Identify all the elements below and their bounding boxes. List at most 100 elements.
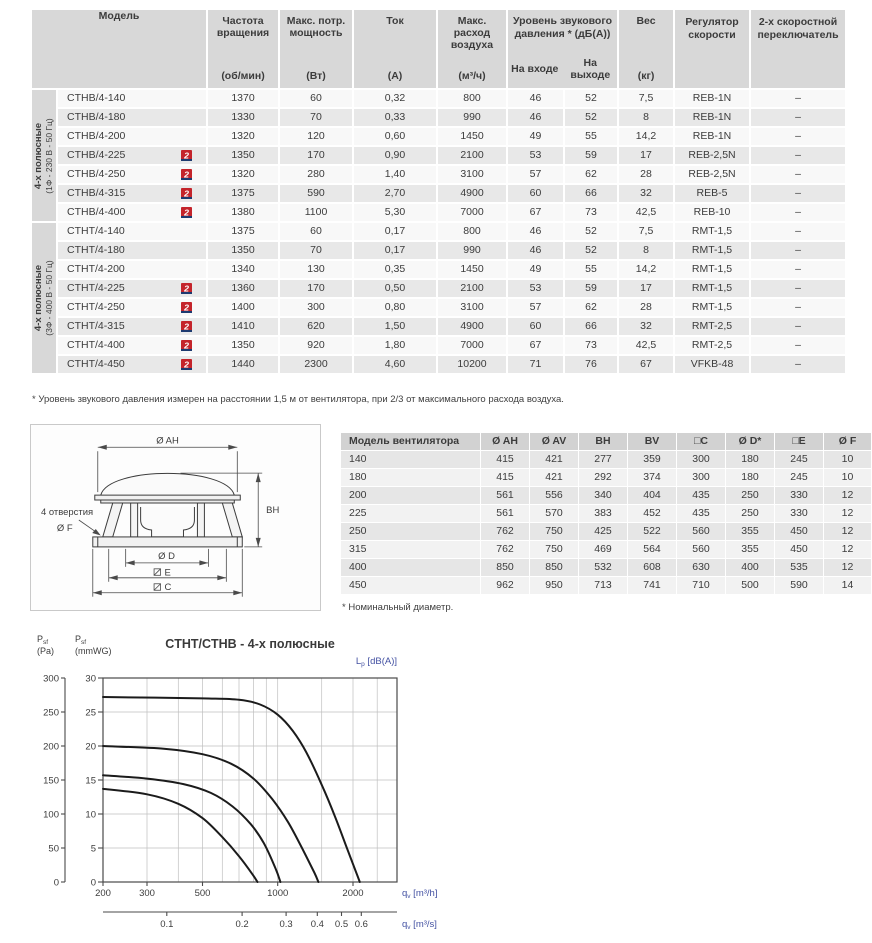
- dim-cell: 250: [725, 504, 775, 523]
- dim-cell: 570: [529, 504, 579, 523]
- col-speed: Частота вращения (об/мин): [206, 8, 280, 90]
- value-cell: 70: [278, 107, 354, 128]
- value-cell: 8: [617, 240, 676, 261]
- value-cell: 130: [278, 259, 354, 280]
- value-cell: 2100: [436, 145, 508, 166]
- dim-bh-label: BH: [266, 505, 279, 516]
- value-cell: 1380: [206, 202, 280, 223]
- value-cell: –: [749, 240, 848, 261]
- value-cell: 3100: [436, 164, 508, 185]
- value-cell: 280: [278, 164, 354, 185]
- value-cell: 46: [506, 107, 565, 128]
- dim-d-label: Ø D: [158, 551, 175, 562]
- value-cell: 1450: [436, 259, 508, 280]
- value-cell: REB-1N: [673, 126, 752, 147]
- svg-text:0.5: 0.5: [335, 919, 348, 930]
- fan-drawing: Ø AH BH 4 отверстия Ø F Ø D E C: [30, 424, 321, 611]
- value-cell: 0,33: [352, 107, 438, 128]
- value-cell: REB-2,5N: [673, 145, 752, 166]
- spec-row: CTHT/4-400 2 1350 920 1,80 7000 67 73 42,5 RMT-2,…: [31, 335, 848, 356]
- performance-chart-left: CTHT/CTHB - 4-х полюсные Lp [dB(A)] Psf (Pa…: [25, 628, 440, 943]
- dim-header-cell: Ø D*: [725, 432, 775, 451]
- dim-cell: 277: [578, 450, 628, 469]
- value-cell: 42,5: [617, 335, 676, 356]
- model-cell: CTHB/4-180: [56, 107, 208, 128]
- value-cell: 49: [506, 259, 565, 280]
- value-cell: REB-1N: [673, 88, 752, 109]
- dim-header-cell: Ø AV: [529, 432, 579, 451]
- spec-row: CTHT/4-180 1350 70 0,17 990 46 52 8 RMT-1,5–: [31, 240, 848, 261]
- dim-cell: 500: [725, 576, 775, 595]
- svg-text:10: 10: [85, 809, 96, 820]
- svg-text:2: 2: [183, 340, 189, 350]
- value-cell: 8: [617, 107, 676, 128]
- value-cell: 14,2: [617, 259, 676, 280]
- dim-cell: 750: [529, 540, 579, 559]
- svg-text:2: 2: [183, 302, 189, 312]
- value-cell: 42,5: [617, 202, 676, 223]
- svg-text:50: 50: [48, 843, 59, 854]
- value-cell: 57: [506, 297, 565, 318]
- flow-unit-m3h: qv [m³/h]: [402, 888, 437, 900]
- dim-cell: 435: [676, 504, 726, 523]
- value-cell: REB-2,5N: [673, 164, 752, 185]
- value-cell: 66: [562, 316, 620, 337]
- header-row: Модель Частота вращения (об/мин) Макс. по…: [30, 8, 848, 90]
- value-cell: –: [749, 335, 848, 356]
- spec-row: 4-х полюсные (3Ф - 400 В - 50 Гц) CTHT/4-1…: [30, 221, 848, 375]
- value-cell: 60: [506, 183, 565, 204]
- value-cell: 70: [278, 240, 354, 261]
- value-cell: 1100: [278, 202, 354, 223]
- value-cell: 55: [562, 259, 620, 280]
- specs-table: Модель Частота вращения (об/мин) Макс. по…: [30, 8, 848, 375]
- value-cell: 1330: [206, 107, 280, 128]
- dim-cell: 245: [774, 468, 824, 487]
- col-noise-outlet: На выходе: [563, 54, 618, 86]
- value-cell: –: [749, 278, 848, 299]
- dim-cell: 762: [480, 540, 530, 559]
- value-cell: 0,90: [352, 145, 438, 166]
- mmwg-axis-title: Psf: [75, 634, 86, 646]
- svg-text:300: 300: [43, 673, 59, 684]
- value-cell: 73: [562, 202, 620, 223]
- curve-200: [102, 745, 320, 883]
- spec-row: CTHB/4-180 1330 70 0,33 990 46 52 8 REB-1N –: [31, 107, 848, 128]
- dim-cell: 404: [627, 486, 677, 505]
- dim-cell: 450: [774, 522, 824, 541]
- flow-unit-m3s: qv [m³/s]: [402, 919, 437, 931]
- dim-cell: 741: [627, 576, 677, 595]
- value-cell: 4900: [436, 183, 508, 204]
- dim-cell: 245: [774, 450, 824, 469]
- value-cell: VFKB-48: [673, 354, 752, 375]
- svg-text:15: 15: [85, 775, 96, 786]
- dim-cell: 561: [480, 504, 530, 523]
- svg-text:(mmWG): (mmWG): [75, 646, 111, 656]
- model-cell: CTHT/4-400 2: [56, 335, 208, 356]
- dim-cell: 225: [340, 504, 481, 523]
- svg-text:5: 5: [91, 843, 96, 854]
- spec-row: 4-х полюсные (1Ф - 230 В - 50 Гц) CTHB/4-1…: [30, 88, 848, 223]
- dim-cell: 250: [725, 486, 775, 505]
- value-cell: 590: [278, 183, 354, 204]
- value-cell: 2,70: [352, 183, 438, 204]
- dim-cell: 560: [676, 522, 726, 541]
- svg-text:0: 0: [91, 877, 96, 888]
- model-cell: CTHT/4-140: [56, 221, 208, 242]
- fan-drawing-svg: Ø AH BH 4 отверстия Ø F Ø D E C: [41, 435, 279, 597]
- group-label: 4-х полюсные (1Ф - 230 В - 50 Гц): [30, 88, 58, 223]
- col-two-speed: 2-х скоростной переключатель: [749, 8, 848, 90]
- value-cell: –: [749, 88, 848, 109]
- dim-cell: 762: [480, 522, 530, 541]
- dim-header-cell: BH: [578, 432, 628, 451]
- dim-cell: 425: [578, 522, 628, 541]
- value-cell: 7000: [436, 335, 508, 356]
- value-cell: 1320: [206, 164, 280, 185]
- spec-row: CTHB/4-250 2 1320 280 1,40 3100 57 62 28 REB-2,5N…: [31, 164, 848, 185]
- dim-cell: 435: [676, 486, 726, 505]
- value-cell: 67: [506, 202, 565, 223]
- model-cell: CTHT/4-315 2: [56, 316, 208, 337]
- value-cell: 1,40: [352, 164, 438, 185]
- dim-cell: 180: [725, 450, 775, 469]
- chart-title: CTHT/CTHB - 4-х полюсные: [165, 637, 335, 651]
- value-cell: 67: [617, 354, 676, 375]
